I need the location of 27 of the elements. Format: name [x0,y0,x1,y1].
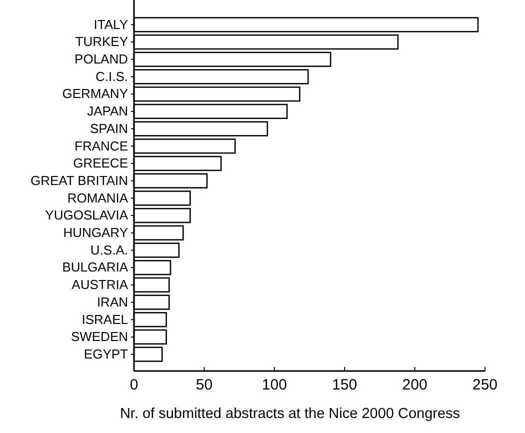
y-tick-label: ISRAEL [82,312,128,327]
y-tick-label: BULGARIA [62,260,128,275]
x-tick-label: 50 [196,376,213,394]
y-tick-label: SWEDEN [70,329,128,344]
y-tick-label: IRAN [96,294,128,310]
y-tick-label: EGYPT [84,346,128,362]
y-tick-label: AUSTRIA [72,277,128,292]
x-tick-label: 250 [472,376,498,394]
y-tick-label: FRANCE [74,138,128,154]
x-tick-label: 150 [332,376,358,394]
y-tick-label: SPAIN [90,120,128,136]
x-tick-label: 100 [262,376,287,394]
y-tick-label: GREECE [73,156,128,171]
y-tick-label: POLAND [74,52,128,67]
x-tick-label: 200 [402,376,428,394]
y-tick-label: ROMANIA [67,190,128,206]
y-tick-label: YUGOSLAVIA [45,208,128,223]
y-tick-label: GREAT BRITAIN [30,172,128,188]
y-tick-label: C.I.S. [95,68,128,84]
x-tick-label: 0 [130,376,138,394]
y-tick-label: ITALY [94,16,128,32]
y-tick-label: TURKEY [75,34,128,50]
y-tick-label: HUNGARY [63,225,128,240]
x-axis-title: Nr. of submitted abstracts at the Nice 2000 Congress [120,406,460,422]
y-tick-label: GERMANY [62,86,128,102]
y-tick-label: U.S.A. [90,242,128,258]
y-tick-label: JAPAN [87,104,128,119]
